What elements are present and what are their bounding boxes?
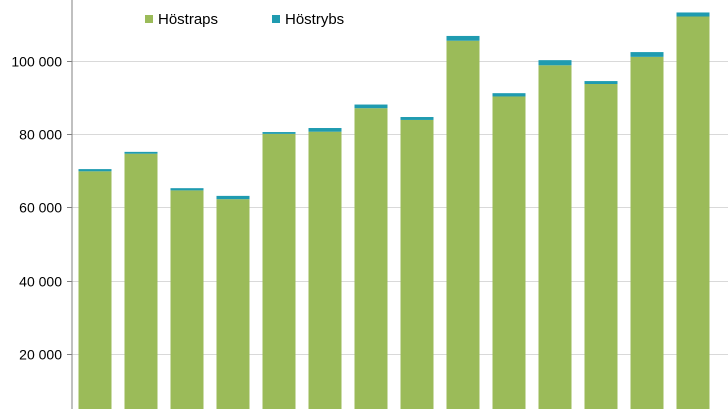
bar-hostrybs-11: [538, 60, 572, 66]
bar-hostrybs-5: [262, 132, 296, 134]
bar-hostraps-10: [492, 96, 526, 409]
bar-hostrybs-3: [170, 188, 204, 191]
bar-hostraps-7: [354, 108, 388, 409]
bar-hostraps-5: [262, 133, 296, 409]
bar-hostrybs-10: [492, 93, 526, 97]
y-tick-label: 20 000: [19, 347, 62, 363]
bar-hostraps-14: [676, 16, 710, 409]
bar-hostraps-13: [630, 56, 664, 409]
legend-swatch-hostrybs: [272, 15, 280, 23]
y-tick-label: 40 000: [19, 274, 62, 290]
y-tick-label: 100 000: [11, 54, 62, 70]
bar-hostrybs-13: [630, 52, 664, 57]
bar-hostrybs-6: [308, 128, 342, 132]
legend-label-hostraps: Höstraps: [158, 11, 218, 28]
bar-hostraps-6: [308, 131, 342, 409]
bar-hostraps-3: [170, 190, 204, 409]
bars: [78, 12, 710, 409]
bar-hostraps-12: [584, 84, 618, 409]
y-axis-tick-labels: 20 000 40 000 60 000 80 000 100 000: [11, 54, 72, 363]
bar-hostrybs-12: [584, 81, 618, 85]
bar-hostrybs-1: [78, 169, 112, 172]
bar-hostraps-9: [446, 40, 480, 409]
bar-hostraps-11: [538, 65, 572, 409]
y-tick-label: 80 000: [19, 127, 62, 143]
bar-hostrybs-9: [446, 35, 480, 41]
bar-hostrybs-8: [400, 117, 434, 120]
legend: Höstraps Höstrybs: [145, 11, 344, 28]
y-tick-label: 60 000: [19, 200, 62, 216]
bar-hostrybs-4: [216, 195, 250, 200]
legend-label-hostrybs: Höstrybs: [285, 11, 344, 28]
bar-hostrybs-7: [354, 104, 388, 109]
bar-hostraps-4: [216, 199, 250, 409]
gridlines: [72, 61, 728, 355]
bar-hostraps-2: [124, 153, 158, 409]
bar-hostraps-8: [400, 119, 434, 409]
bar-hostrybs-2: [124, 151, 158, 154]
bar-hostrybs-14: [676, 12, 710, 17]
legend-swatch-hostraps: [145, 15, 153, 23]
bar-hostraps-1: [78, 171, 112, 409]
